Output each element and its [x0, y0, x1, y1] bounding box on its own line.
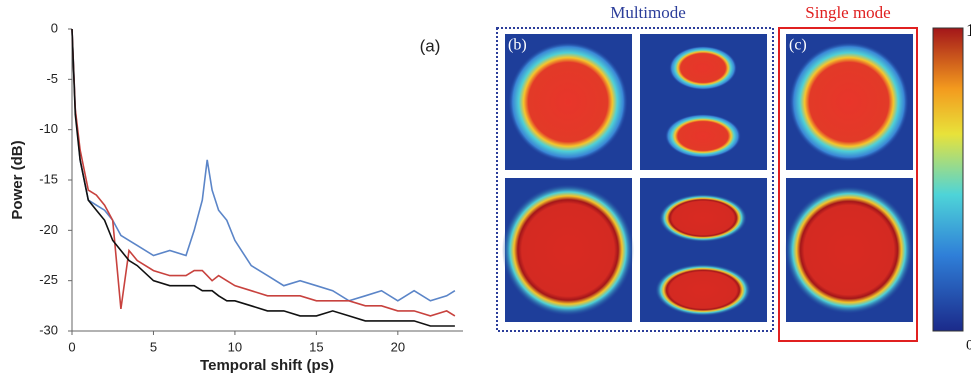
y-tick-label: -15 — [39, 171, 58, 186]
mode-lobe — [659, 194, 747, 242]
mode-images — [502, 34, 913, 322]
mode-spot — [502, 184, 634, 316]
mode-lobe — [655, 264, 751, 316]
mode-spot — [785, 186, 913, 314]
y-tick-label: -10 — [39, 121, 58, 136]
y-tick-label: 0 — [51, 20, 58, 35]
panel-label: (c) — [789, 37, 807, 54]
y-tick-label: -30 — [39, 322, 58, 337]
multimode-box — [496, 27, 774, 332]
colorbar — [932, 27, 964, 332]
x-tick-label: 20 — [391, 339, 405, 354]
y-axis-label: Power (dB) — [9, 140, 26, 219]
panel-label: (a) — [420, 36, 441, 55]
multimode-title: Multimode — [610, 3, 686, 22]
mode-spot — [508, 42, 628, 162]
x-axis-label: Temporal shift (ps) — [200, 357, 334, 374]
x-tick-label: 10 — [228, 339, 242, 354]
mode-spot — [789, 42, 909, 162]
mode-lobe — [669, 46, 737, 90]
x-tick-label: 0 — [68, 339, 75, 354]
mode-lobe — [665, 114, 741, 158]
series-line — [71, 28, 456, 302]
y-tick-label: -25 — [39, 272, 58, 287]
y-tick-label: -5 — [46, 71, 58, 86]
single-mode-title: Single mode — [805, 3, 890, 22]
colorbar-max: 1 — [966, 20, 971, 40]
single-mode-box — [778, 27, 918, 342]
plot: (a) Temporal shift (ps) Power (dB) 0 -5 -1… — [9, 20, 463, 374]
x-tick-label: 15 — [309, 339, 323, 354]
series-line — [71, 28, 455, 327]
x-tick-label: 5 — [150, 339, 157, 354]
series-line — [71, 28, 456, 317]
colorbar-min: 0 — [966, 337, 971, 353]
panel-label: (b) — [508, 37, 527, 54]
y-tick-label: -20 — [39, 222, 58, 237]
